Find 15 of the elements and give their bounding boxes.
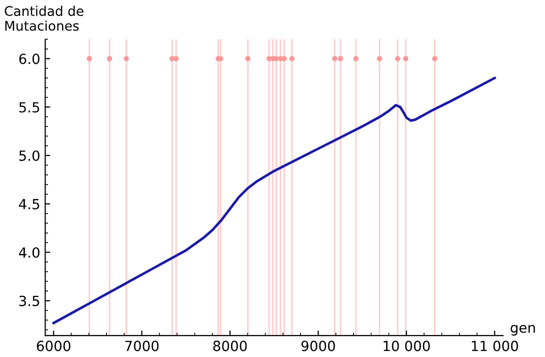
y-tick-label: 6.0 — [19, 54, 40, 64]
y-tick-label: 5.5 — [19, 102, 40, 113]
x-tick-label: 11 000 — [472, 340, 518, 352]
y-tick-label: 4.5 — [18, 199, 40, 210]
x-axis-title: gen — [510, 324, 535, 336]
line-series — [52, 76, 496, 324]
x-tick-label: 10 000 — [384, 340, 430, 352]
y-tick-label: 4.0 — [18, 247, 40, 258]
x-tick-label: 6000 — [36, 340, 70, 352]
x-tick-label: 7000 — [125, 340, 159, 352]
y-tick-label: 5.0 — [19, 150, 40, 161]
x-tick-label: 9000 — [301, 340, 335, 352]
y-tick-label: 3.5 — [19, 296, 40, 306]
x-tick-label: 8000 — [213, 340, 247, 352]
y-axis-title: Cantidad de Mutaciones — [4, 6, 84, 31]
